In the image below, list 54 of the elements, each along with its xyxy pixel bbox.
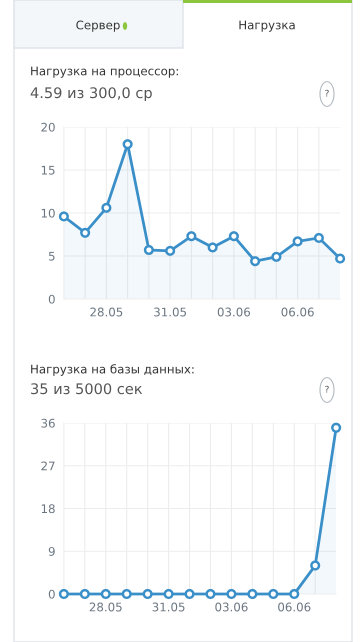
point (122, 139, 133, 150)
point (142, 588, 153, 600)
chart-title: Нагрузка на процессор: (31, 66, 178, 78)
text: Нагрузка (239, 20, 295, 32)
y-tick-label: 5 (48, 252, 55, 261)
point (292, 236, 303, 246)
x-tick-label: 31.05 (152, 602, 184, 612)
point (208, 242, 218, 252)
point (226, 588, 236, 600)
y-tick-label: 36 (41, 418, 55, 428)
x-tick-label: 03.06 (218, 308, 250, 316)
point (314, 232, 324, 244)
point (310, 560, 320, 571)
x-tick-label: 06.06 (278, 602, 310, 612)
y-tick-label: 10 (42, 208, 55, 218)
point (164, 588, 174, 600)
text: ? (325, 386, 329, 392)
chart-subtitle: 4.59 из 300,0 ср (30, 87, 152, 102)
point (250, 256, 260, 266)
x-tick-label: 28.05 (90, 602, 122, 612)
point (165, 246, 176, 256)
y-tick-label: 18 (42, 504, 55, 514)
y-tick-label: 27 (41, 461, 55, 470)
point (228, 231, 239, 242)
point (335, 254, 346, 264)
point (186, 231, 196, 242)
y-tick-label: 15 (42, 166, 55, 175)
y-tick-label: 20 (41, 122, 55, 132)
point (271, 252, 282, 262)
point (184, 588, 195, 600)
point (100, 588, 111, 600)
point (289, 588, 300, 600)
y-tick-label: 0 (48, 294, 55, 304)
point (247, 588, 258, 600)
point (101, 202, 112, 213)
x-tick-label: 31.05 (154, 308, 186, 316)
point (331, 422, 342, 433)
point (205, 588, 216, 600)
text: ? (325, 90, 329, 96)
point (80, 588, 90, 600)
x-tick-label: 28.05 (90, 308, 122, 316)
chart-title: Нагрузка на базы данных: (31, 364, 194, 376)
text: Сервер (76, 20, 120, 32)
x-tick-label: 06.06 (282, 308, 314, 316)
point (58, 588, 69, 600)
point (144, 244, 154, 256)
point (268, 588, 278, 600)
x-tick-label: 03.06 (215, 602, 248, 612)
point (80, 228, 90, 238)
y-tick-label: 9 (48, 546, 55, 556)
point (122, 588, 132, 600)
point (58, 211, 69, 222)
y-tick-label: 0 (48, 590, 55, 599)
chart-subtitle: 35 из 5000 сек (31, 383, 142, 394)
